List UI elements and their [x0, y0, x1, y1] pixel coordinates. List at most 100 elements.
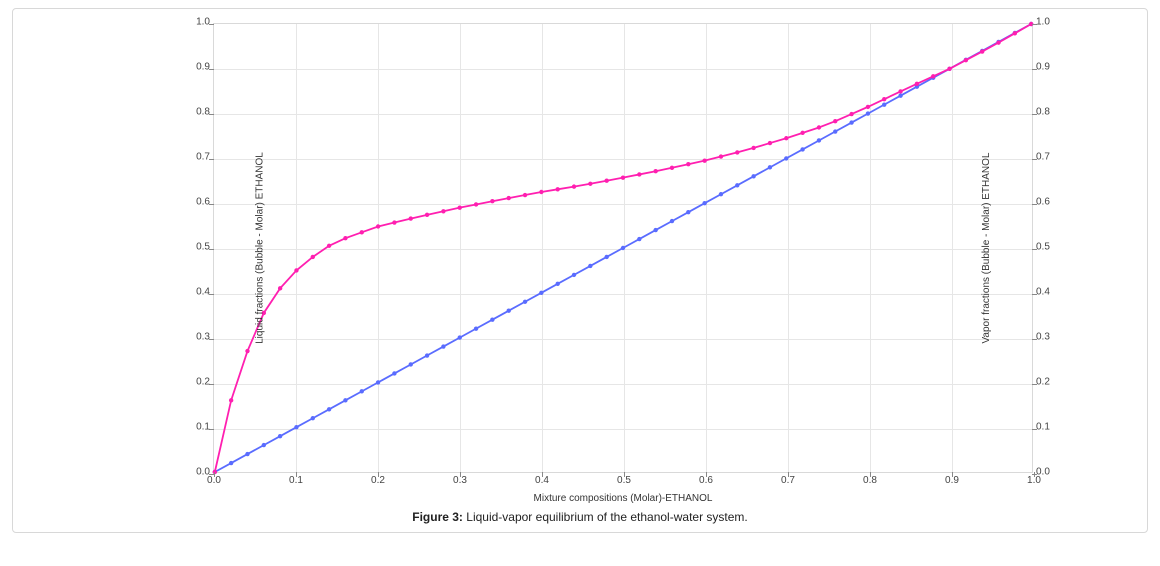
equilibrium-marker — [686, 162, 690, 166]
y-tick-label-left: 0.1 — [188, 422, 210, 433]
diagonal-marker — [392, 371, 396, 375]
plot-area: Mixture compositions (Molar)-ETHANOL Liq… — [213, 23, 1033, 473]
equilibrium-marker — [376, 224, 380, 228]
y-tick-label-left: 0.9 — [188, 62, 210, 73]
diagonal-marker — [294, 425, 298, 429]
equilibrium-marker — [1013, 31, 1017, 35]
equilibrium-marker — [490, 199, 494, 203]
equilibrium-marker — [980, 49, 984, 53]
equilibrium-marker — [833, 119, 837, 123]
diagonal-marker — [882, 102, 886, 106]
equilibrium-marker — [507, 196, 511, 200]
diagonal-marker — [898, 93, 902, 97]
diagonal-marker — [817, 138, 821, 142]
equilibrium-marker — [964, 58, 968, 62]
x-tick-label: 0.2 — [371, 475, 385, 486]
equilibrium-marker — [702, 158, 706, 162]
x-tick-label: 0.3 — [453, 475, 467, 486]
equilibrium-marker — [425, 213, 429, 217]
y-tick-label-left: 0.3 — [188, 332, 210, 343]
diagonal-marker — [311, 416, 315, 420]
equilibrium-marker — [588, 182, 592, 186]
x-tick-label: 0.9 — [945, 475, 959, 486]
x-tick-label: 0.4 — [535, 475, 549, 486]
x-axis-label: Mixture compositions (Molar)-ETHANOL — [534, 493, 713, 504]
diagonal-marker — [670, 219, 674, 223]
y-tick-label-right: 0.2 — [1036, 377, 1058, 388]
diagonal-marker — [849, 120, 853, 124]
chart-svg — [214, 24, 1032, 472]
y-tick-label-right: 1.0 — [1036, 17, 1058, 28]
diagonal-marker — [751, 174, 755, 178]
diagonal-marker — [425, 353, 429, 357]
equilibrium-marker — [653, 169, 657, 173]
y-tick-label-left: 0.6 — [188, 197, 210, 208]
diagonal-marker — [229, 461, 233, 465]
y-tick-label-right: 0.6 — [1036, 197, 1058, 208]
y-tick-label-right: 0.8 — [1036, 107, 1058, 118]
equilibrium-marker — [882, 97, 886, 101]
diagonal-marker — [376, 380, 380, 384]
equilibrium-marker — [637, 172, 641, 176]
equilibrium-marker — [817, 125, 821, 129]
y-tick-label-left: 0.7 — [188, 152, 210, 163]
equilibrium-marker — [800, 131, 804, 135]
diagonal-marker — [343, 398, 347, 402]
y-tick-label-left: 0.2 — [188, 377, 210, 388]
equilibrium-marker — [784, 136, 788, 140]
equilibrium-marker — [474, 202, 478, 206]
equilibrium-marker — [670, 166, 674, 170]
diagonal-marker — [784, 156, 788, 160]
diagonal-marker — [441, 344, 445, 348]
x-tick-label: 0.1 — [289, 475, 303, 486]
equilibrium-marker — [245, 349, 249, 353]
equilibrium-marker — [327, 244, 331, 248]
diagonal-marker — [458, 335, 462, 339]
diagonal-marker — [833, 129, 837, 133]
diagonal-marker — [327, 407, 331, 411]
y-tick-label-left: 0.5 — [188, 242, 210, 253]
caption-label: Figure 3: — [412, 510, 463, 524]
equilibrium-marker — [849, 112, 853, 116]
diagonal-marker — [245, 452, 249, 456]
y-tick-label-right: 0.4 — [1036, 287, 1058, 298]
y-tick-label-left: 0.4 — [188, 287, 210, 298]
equilibrium-marker — [539, 190, 543, 194]
equilibrium-marker — [229, 398, 233, 402]
diagonal-marker — [653, 228, 657, 232]
diagonal-marker — [539, 291, 543, 295]
x-tick-label: 0.7 — [781, 475, 795, 486]
equilibrium-marker — [996, 40, 1000, 44]
diagonal-marker — [637, 237, 641, 241]
equilibrium-marker — [751, 146, 755, 150]
equilibrium-marker — [409, 216, 413, 220]
chart-frame: Mixture compositions (Molar)-ETHANOL Liq… — [12, 8, 1148, 533]
x-tick-label: 0.5 — [617, 475, 631, 486]
diagonal-marker — [490, 317, 494, 321]
equilibrium-marker — [294, 268, 298, 272]
equilibrium-marker — [735, 150, 739, 154]
diagonal-marker — [686, 210, 690, 214]
caption-text: Liquid-vapor equilibrium of the ethanol-… — [466, 510, 747, 524]
diagonal-marker — [800, 147, 804, 151]
equilibrium-marker — [278, 286, 282, 290]
y-tick-label-left: 0.8 — [188, 107, 210, 118]
equilibrium-marker — [360, 230, 364, 234]
y-tick-label-left: 0.0 — [188, 467, 210, 478]
y-tick-label-right: 0.3 — [1036, 332, 1058, 343]
equilibrium-marker — [604, 179, 608, 183]
y-axis-label-left: Liquid fractions (Bubble - Molar) ETHANO… — [254, 152, 265, 344]
diagonal-marker — [604, 255, 608, 259]
equilibrium-marker — [311, 255, 315, 259]
diagonal-marker — [621, 246, 625, 250]
y-tick-label-right: 0.5 — [1036, 242, 1058, 253]
x-tick-label: 1.0 — [1027, 475, 1041, 486]
diagonal-marker — [556, 282, 560, 286]
equilibrium-marker — [931, 74, 935, 78]
diagonal-marker — [262, 443, 266, 447]
diagonal-marker — [523, 300, 527, 304]
diagonal-marker — [278, 434, 282, 438]
equilibrium-marker — [343, 236, 347, 240]
diagonal-marker — [507, 309, 511, 313]
chart-container: Mixture compositions (Molar)-ETHANOL Liq… — [73, 11, 1133, 519]
